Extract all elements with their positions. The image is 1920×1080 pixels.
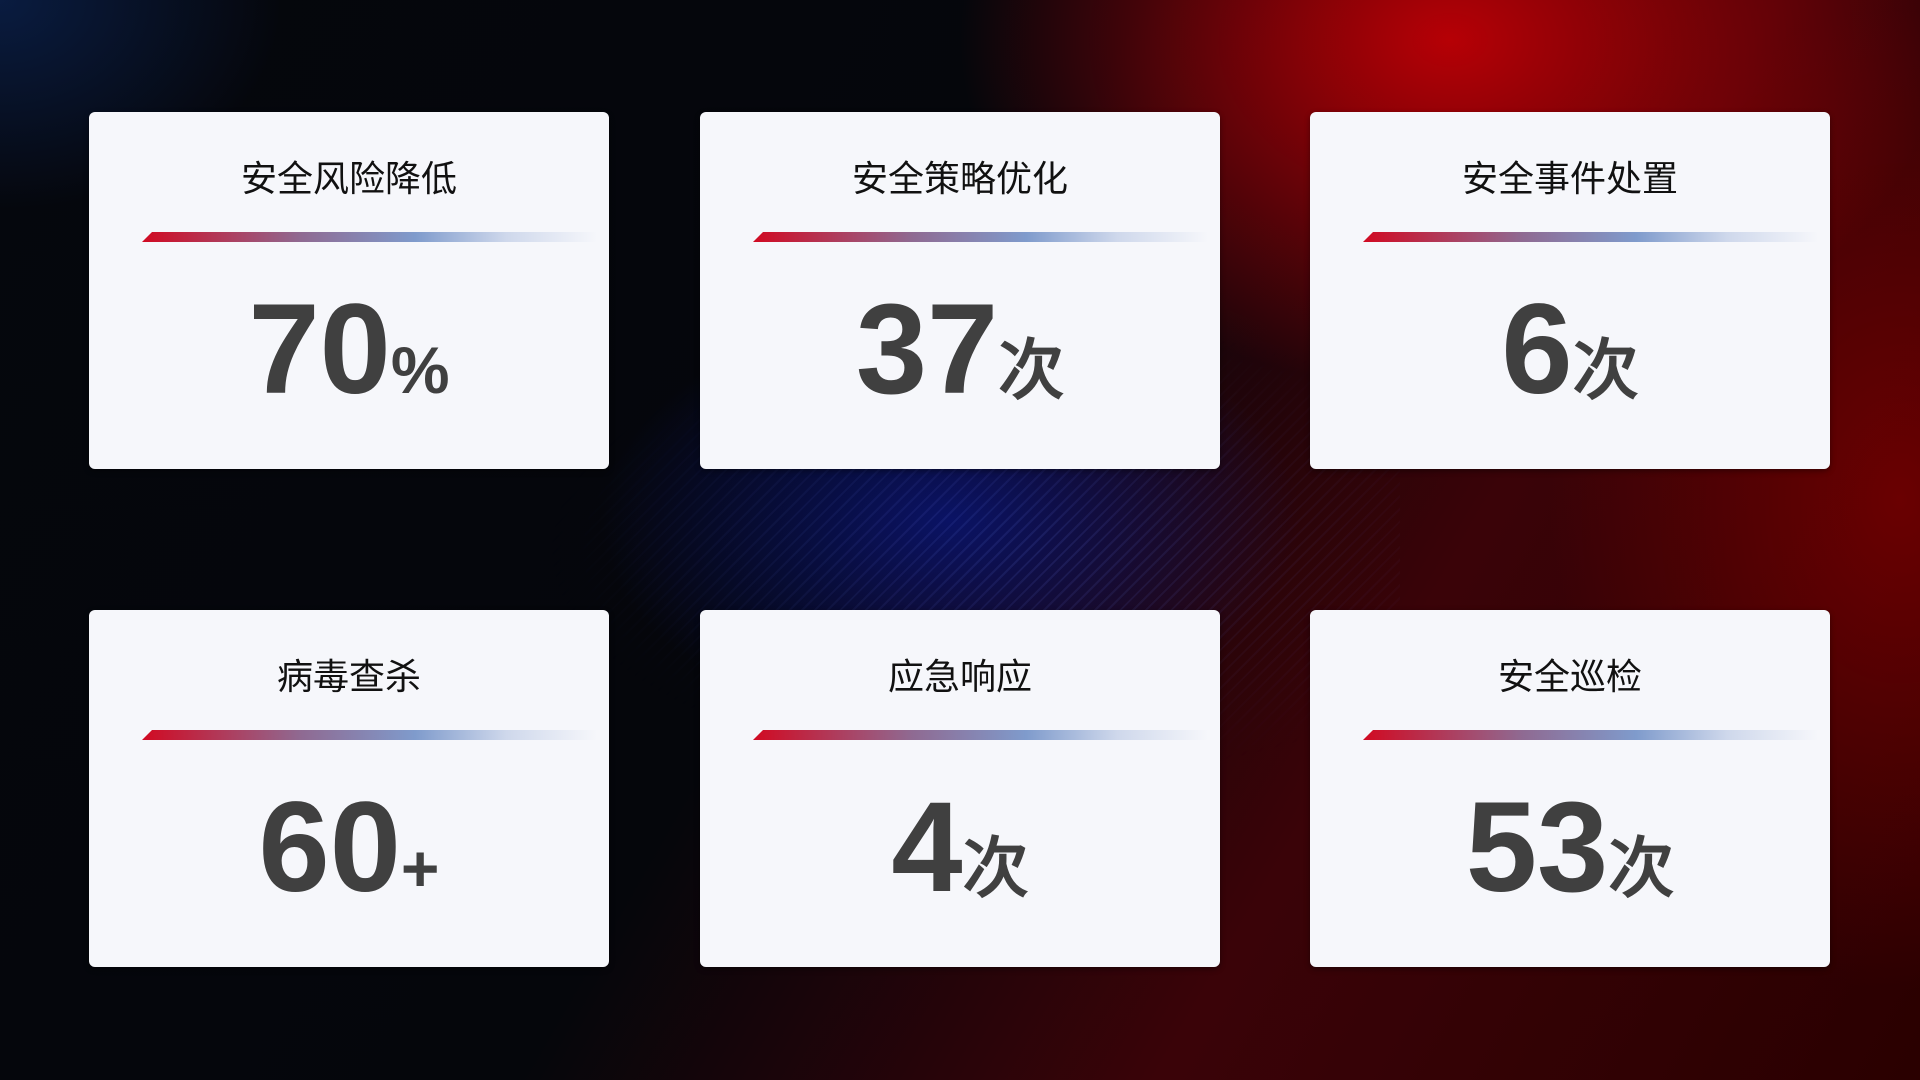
value-number: 6: [1501, 278, 1573, 421]
stat-card-virus-removal: 病毒查杀 60+: [89, 610, 609, 967]
card-title: 安全事件处置: [1461, 159, 1678, 200]
gradient-divider: [1363, 232, 1818, 242]
gradient-divider: [142, 232, 597, 242]
gradient-divider: [142, 730, 597, 740]
value-number: 70: [248, 278, 391, 421]
stat-card-risk-reduction: 安全风险降低 70%: [89, 112, 609, 469]
gradient-divider: [753, 232, 1208, 242]
card-title: 应急响应: [887, 657, 1032, 698]
card-title: 安全风险降低: [240, 159, 457, 200]
card-title: 安全巡检: [1497, 657, 1642, 698]
stat-card-emergency-response: 应急响应 4次: [700, 610, 1220, 967]
card-value: 6次: [1310, 280, 1830, 420]
stat-card-security-inspection: 安全巡检 53次: [1310, 610, 1830, 967]
gradient-divider: [753, 730, 1208, 740]
gradient-divider: [1363, 730, 1818, 740]
value-unit: %: [390, 333, 450, 407]
card-value: 37次: [700, 280, 1220, 420]
stat-card-incident-handling: 安全事件处置 6次: [1310, 112, 1830, 469]
value-unit: 次: [998, 333, 1065, 407]
value-number: 37: [855, 278, 999, 421]
value-unit: 次: [1608, 831, 1675, 905]
card-title: 病毒查杀: [276, 657, 421, 698]
value-number: 60: [258, 776, 401, 919]
card-title: 安全策略优化: [851, 159, 1068, 200]
card-value: 60+: [89, 778, 609, 918]
card-value: 53次: [1310, 778, 1830, 918]
value-number: 53: [1465, 776, 1609, 919]
value-number: 4: [891, 776, 963, 919]
card-value: 4次: [700, 778, 1220, 918]
card-value: 70%: [89, 280, 609, 420]
value-unit: 次: [962, 831, 1029, 905]
stat-card-policy-optimization: 安全策略优化 37次: [700, 112, 1220, 469]
value-unit: 次: [1572, 333, 1639, 407]
value-unit: +: [400, 831, 440, 905]
